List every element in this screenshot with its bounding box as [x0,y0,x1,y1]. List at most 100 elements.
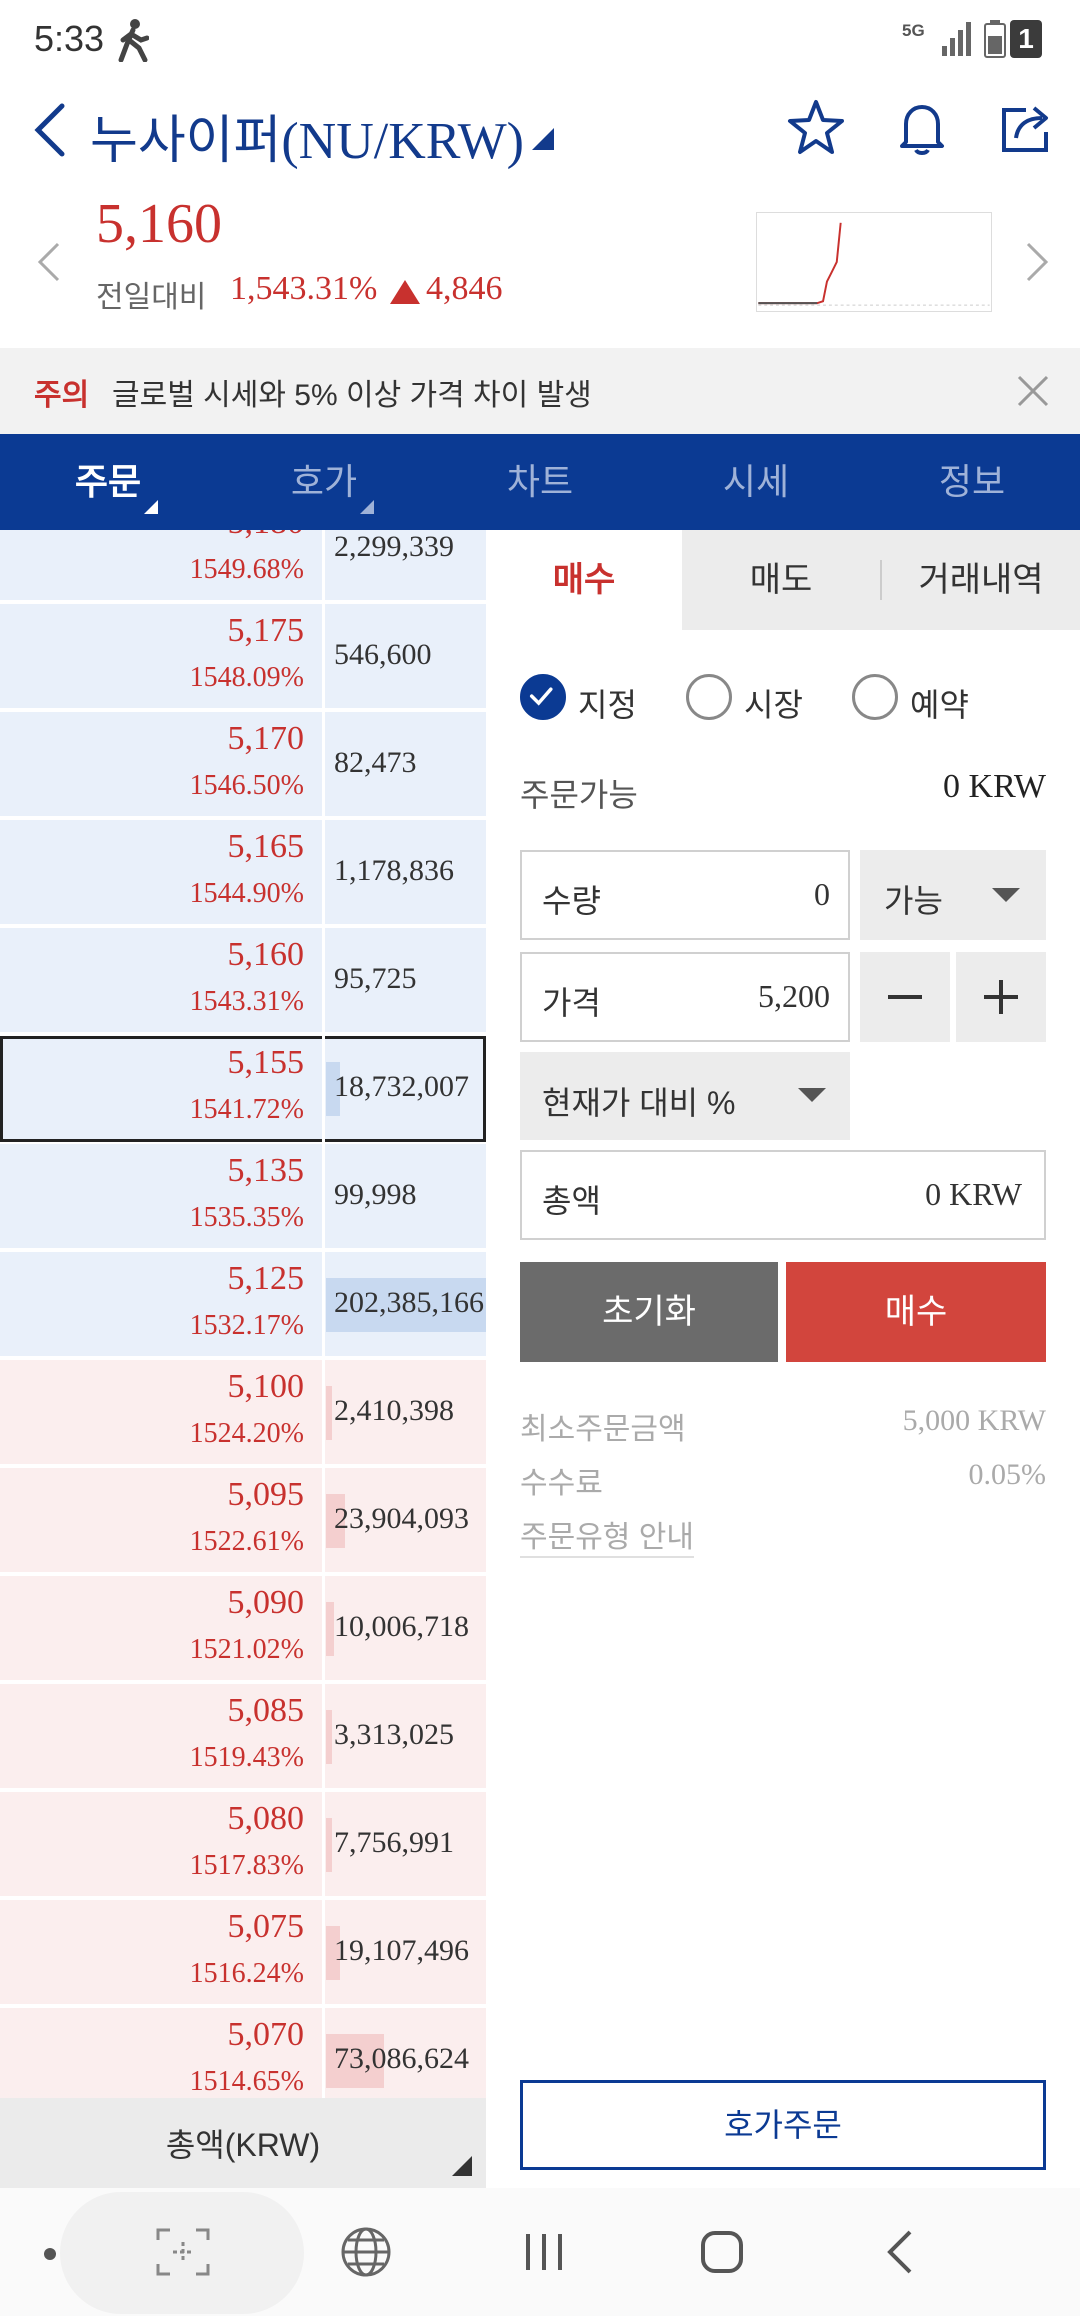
tab-history[interactable]: 거래내역 [918,561,1044,599]
min-order-label: 최소주문금액 [520,1413,686,1446]
dropdown-arrow-icon [798,1088,826,1102]
orderbook-percent: 1522.61% [189,1526,304,1557]
coin-title[interactable]: 누사이퍼(NU/KRW) [90,113,524,170]
orderbook-row[interactable]: 5,090 1521.02% 10,006,718 [0,1576,486,1682]
orderbook-price: 5,170 [227,720,305,757]
order-type-market-radio[interactable] [686,674,732,720]
order-type-market-label: 시장 [744,687,803,723]
tab-corner-indicator [144,500,158,514]
caret-down-icon[interactable] [532,128,554,150]
orderbook-row[interactable]: 5,075 1516.24% 19,107,496 [0,1900,486,2006]
tab-corner-indicator [360,500,374,514]
close-icon[interactable] [1016,374,1050,408]
orderbook-percent: 1541.72% [189,1094,304,1125]
orderbook-total-toggle[interactable] [0,2098,486,2188]
orderbook-quantity: 10,006,718 [334,1610,469,1643]
chevron-right-icon[interactable] [1024,240,1050,284]
order-type-guide-link[interactable]: 주문유형 안내 [520,1512,694,1558]
orderbook-row[interactable]: 5,180 1549.68% 2,299,339 [0,530,486,602]
quantity-label: 수량 [542,883,601,919]
orderbook-row[interactable]: 5,085 1519.43% 3,313,025 [0,1684,486,1790]
tab-market[interactable]: 시세 [722,461,790,502]
total-amount-label: 총액 [542,1183,601,1219]
globe-icon[interactable] [340,2226,392,2278]
tab-sell[interactable]: 매도 [749,561,813,599]
notice-text: 글로벌 시세와 5% 이상 가격 차이 발생 [112,379,592,412]
orderbook-column-divider [322,1252,325,1358]
orderbook-row[interactable]: 5,170 1546.50% 82,473 [0,712,486,818]
orderbook-price: 5,075 [227,1908,305,1945]
tab-orderbook[interactable]: 호가 [290,461,358,502]
orderbook-row[interactable]: 5,070 1514.65% 73,086,624 [0,2008,486,2098]
orderbook-volume-bar [326,1926,340,1980]
percent-select-label: 현재가 대비 % [542,1085,736,1121]
tab-buy[interactable]: 매수 [486,530,682,630]
orderbook-quantity: 1,178,836 [334,854,454,887]
tab-divider [880,560,882,600]
orderbook-percent: 1549.68% [189,554,304,585]
orderbook-row[interactable]: 5,080 1517.83% 7,756,991 [0,1792,486,1898]
order-type-reserve-radio[interactable] [852,674,898,720]
orderbook-column-divider [322,604,325,710]
back-icon[interactable] [30,100,70,160]
system-back-icon[interactable] [884,2228,914,2276]
orderbook-row[interactable]: 5,165 1544.90% 1,178,836 [0,820,486,926]
orderbook-price: 5,180 [228,530,305,542]
orderbook-percent: 1544.90% [189,878,304,909]
orderbook-row[interactable]: 5,135 1535.35% 99,998 [0,1144,486,1250]
tab-order[interactable]: 주문 [74,461,142,502]
orderbook-volume-bar [326,1710,332,1764]
star-icon[interactable] [786,98,846,158]
orderbook-price: 5,155 [227,1044,305,1081]
orderbook-row[interactable]: 5,155 1541.72% 18,732,007 [0,1036,486,1142]
nav-dot-icon [44,2248,56,2260]
status-time: 5:33 [34,18,105,59]
orderbook-quantity: 18,732,007 [334,1070,469,1103]
total-amount-field[interactable] [520,1150,1046,1240]
orderbook-row[interactable]: 5,125 1532.17% 202,385,166 [0,1252,486,1358]
home-icon[interactable] [700,2230,744,2274]
orderbook-percent: 1543.31% [189,986,304,1017]
check-icon [529,687,553,706]
orderbook-column-divider [322,820,325,926]
notice-tag: 주의 [34,379,90,412]
percent-of-current-select[interactable] [520,1052,850,1140]
orderbook-column-divider [322,1468,325,1574]
tab-info[interactable]: 정보 [938,461,1006,502]
orderbook-volume-bar [326,1602,334,1656]
reset-button[interactable]: 초기화 [520,1262,778,1362]
tab-chart[interactable]: 차트 [506,461,574,502]
mini-price-chart[interactable] [756,212,992,312]
orderbook-column-divider [322,712,325,818]
orderbook-quantity: 202,385,166 [334,1286,484,1319]
chevron-left-icon[interactable] [36,240,62,284]
tab-bar [0,434,1080,530]
status-bar [0,0,1080,80]
orderbook-row[interactable]: 5,160 1543.31% 95,725 [0,928,486,1034]
orderbook-quantity: 23,904,093 [334,1502,469,1535]
orderbook-row[interactable]: 5,095 1522.61% 23,904,093 [0,1468,486,1574]
price-label: 가격 [542,985,601,1021]
orderbook-row[interactable]: 5,175 1548.09% 546,600 [0,604,486,710]
share-icon[interactable] [996,98,1056,158]
buy-button[interactable]: 매수 [786,1262,1046,1362]
orderbook-column-divider [322,1036,325,1142]
order-type-limit-radio[interactable] [520,674,566,720]
orderbook-quantity: 19,107,496 [334,1934,469,1967]
price-value: 5,200 [758,978,830,1014]
change-percent: 1,543.31% [230,270,378,307]
change-label: 전일대비 [96,281,207,314]
orderbook-percent: 1517.83% [189,1850,304,1881]
orderbook-row[interactable]: 5,100 1524.20% 2,410,398 [0,1360,486,1466]
price-input[interactable] [520,952,850,1042]
orderbook-column-divider [322,1900,325,2006]
orderbook-column-divider [322,1576,325,1682]
recent-apps-icon[interactable] [522,2230,566,2274]
orderbook-order-button[interactable]: 호가주문 [520,2080,1046,2170]
quantity-mode-select[interactable] [860,850,1046,940]
orderbook-price: 5,080 [227,1800,305,1837]
orderbook-percent: 1514.65% [189,2066,304,2097]
bell-icon[interactable] [892,98,952,158]
quantity-input[interactable] [520,850,850,940]
orderbook-price: 5,160 [227,936,305,973]
